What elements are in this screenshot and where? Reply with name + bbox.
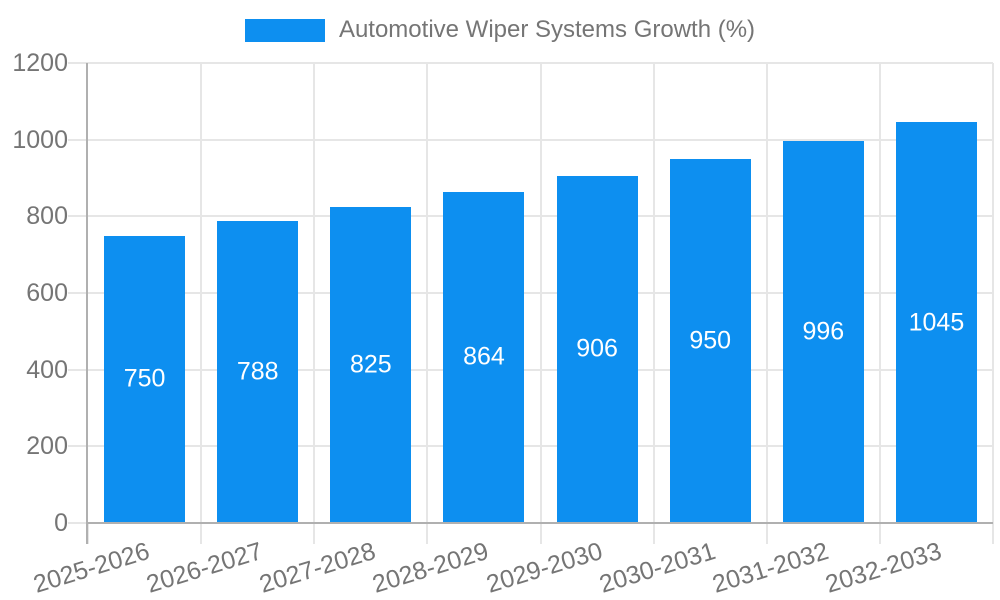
bar: 750 <box>104 235 186 523</box>
y-tick <box>68 445 88 448</box>
bar-value-label: 750 <box>123 364 166 393</box>
y-tick <box>68 522 88 524</box>
gridline-vertical <box>200 63 203 523</box>
bar: 864 <box>443 191 525 523</box>
x-axis-category-label: 2028-2029 <box>369 537 493 599</box>
gridline-vertical <box>992 63 994 523</box>
x-tick <box>765 523 768 544</box>
gridline-vertical <box>426 63 429 523</box>
bar: 996 <box>782 141 864 523</box>
y-tick <box>68 215 88 218</box>
bar: 1045 <box>895 122 977 523</box>
x-tick <box>200 523 203 544</box>
gridline-vertical <box>878 63 881 523</box>
bar-value-label: 788 <box>236 357 279 386</box>
y-axis-tick-label: 200 <box>26 432 68 461</box>
x-axis-category-label: 2029-2030 <box>482 537 606 599</box>
x-axis-category-label: 2032-2033 <box>822 537 945 599</box>
x-axis-line <box>86 522 993 524</box>
y-tick <box>68 368 88 371</box>
x-axis-category-label: 2031-2032 <box>708 537 832 599</box>
bar-value-label: 1045 <box>908 308 965 337</box>
x-tick <box>426 523 429 544</box>
bar: 788 <box>217 220 299 523</box>
bar-value-label: 825 <box>349 350 392 379</box>
y-axis-tick-label: 400 <box>26 355 68 384</box>
bar: 950 <box>669 158 751 523</box>
bar-value-label: 906 <box>576 334 618 363</box>
x-tick <box>652 523 655 544</box>
x-axis-category-label: 2026-2027 <box>143 537 266 599</box>
legend: Automotive Wiper Systems Growth (%) <box>0 16 1000 44</box>
y-tick <box>68 62 88 64</box>
y-tick <box>68 138 88 141</box>
y-axis-tick-label: 0 <box>54 509 68 537</box>
x-tick <box>992 523 994 544</box>
gridline-vertical <box>539 63 542 523</box>
x-axis-category-label: 2027-2028 <box>256 537 379 599</box>
y-tick <box>68 292 88 294</box>
x-tick <box>539 523 542 544</box>
bar-value-label: 996 <box>802 317 845 346</box>
x-axis-labels: 2025-2026 2026-2027 2027-2028 2028-2029 2029… <box>30 537 993 600</box>
bar-value-label: 950 <box>689 326 732 355</box>
y-axis-tick-label: 600 <box>26 279 68 307</box>
y-axis-line <box>86 63 88 544</box>
gridline-vertical <box>652 63 655 523</box>
bar-value-label: 864 <box>463 342 505 371</box>
y-axis-tick-label: 1000 <box>12 125 68 154</box>
bar: 825 <box>330 206 412 523</box>
legend-swatch-icon <box>244 18 325 42</box>
y-axis-labels: 0 200 400 600 800 1000 1200 <box>0 0 68 600</box>
x-tick <box>878 523 881 544</box>
y-axis-tick-label: 800 <box>26 202 68 231</box>
gridline-vertical <box>765 63 768 523</box>
gridline-vertical <box>313 63 316 523</box>
legend-label: Automotive Wiper Systems Growth (%) <box>338 16 756 43</box>
bar: 906 <box>556 175 638 523</box>
y-axis-tick-label: 1200 <box>12 49 68 77</box>
x-tick <box>313 523 316 544</box>
x-axis-category-label: 2030-2031 <box>595 537 719 599</box>
x-tick <box>87 523 89 544</box>
plot-area: 750 788 825 864 906 950 996 1045 <box>68 62 994 544</box>
